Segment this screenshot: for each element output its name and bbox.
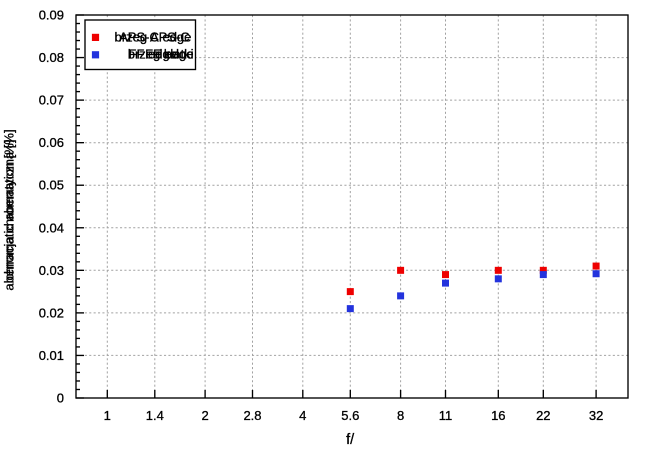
- svg-text:FF edge: FF edge: [129, 47, 177, 62]
- svg-text:0.05: 0.05: [39, 178, 64, 193]
- svg-text:brzeg APS-C: brzeg APS-C: [115, 29, 190, 44]
- svg-text:aberracja chromatyczna [%]: aberracja chromatyczna [%]: [2, 129, 17, 290]
- svg-text:FF edge: FF edge: [145, 47, 193, 62]
- svg-text:2: 2: [201, 408, 208, 423]
- svg-text:0.01: 0.01: [39, 348, 64, 363]
- svg-text:0.08: 0.08: [39, 50, 64, 65]
- svg-text:f/: f/: [346, 432, 355, 448]
- svg-text:0: 0: [57, 391, 64, 406]
- svg-text:0.04: 0.04: [39, 220, 64, 235]
- svg-text:0.09: 0.09: [39, 8, 64, 23]
- svg-text:0.02: 0.02: [39, 305, 64, 320]
- svg-text:16: 16: [491, 408, 505, 423]
- svg-text:brzeg klatki: brzeg klatki: [128, 47, 194, 62]
- svg-text:2.8: 2.8: [243, 408, 261, 423]
- svg-text:4: 4: [299, 408, 306, 423]
- svg-text:0.06: 0.06: [39, 135, 64, 150]
- svg-text:32: 32: [589, 408, 603, 423]
- svg-text:0.07: 0.07: [39, 93, 64, 108]
- svg-text:11: 11: [439, 408, 453, 423]
- svg-text:1.4: 1.4: [146, 408, 164, 423]
- svg-text:8: 8: [397, 408, 404, 423]
- svg-text:0.03: 0.03: [39, 263, 64, 278]
- svg-text:1: 1: [104, 408, 111, 423]
- svg-text:22: 22: [536, 408, 550, 423]
- svg-text:5.6: 5.6: [341, 408, 359, 423]
- svg-text:chromatic aberration [%]: chromatic aberration [%]: [2, 140, 17, 281]
- svg-text:APS-C edge: APS-C edge: [119, 29, 191, 44]
